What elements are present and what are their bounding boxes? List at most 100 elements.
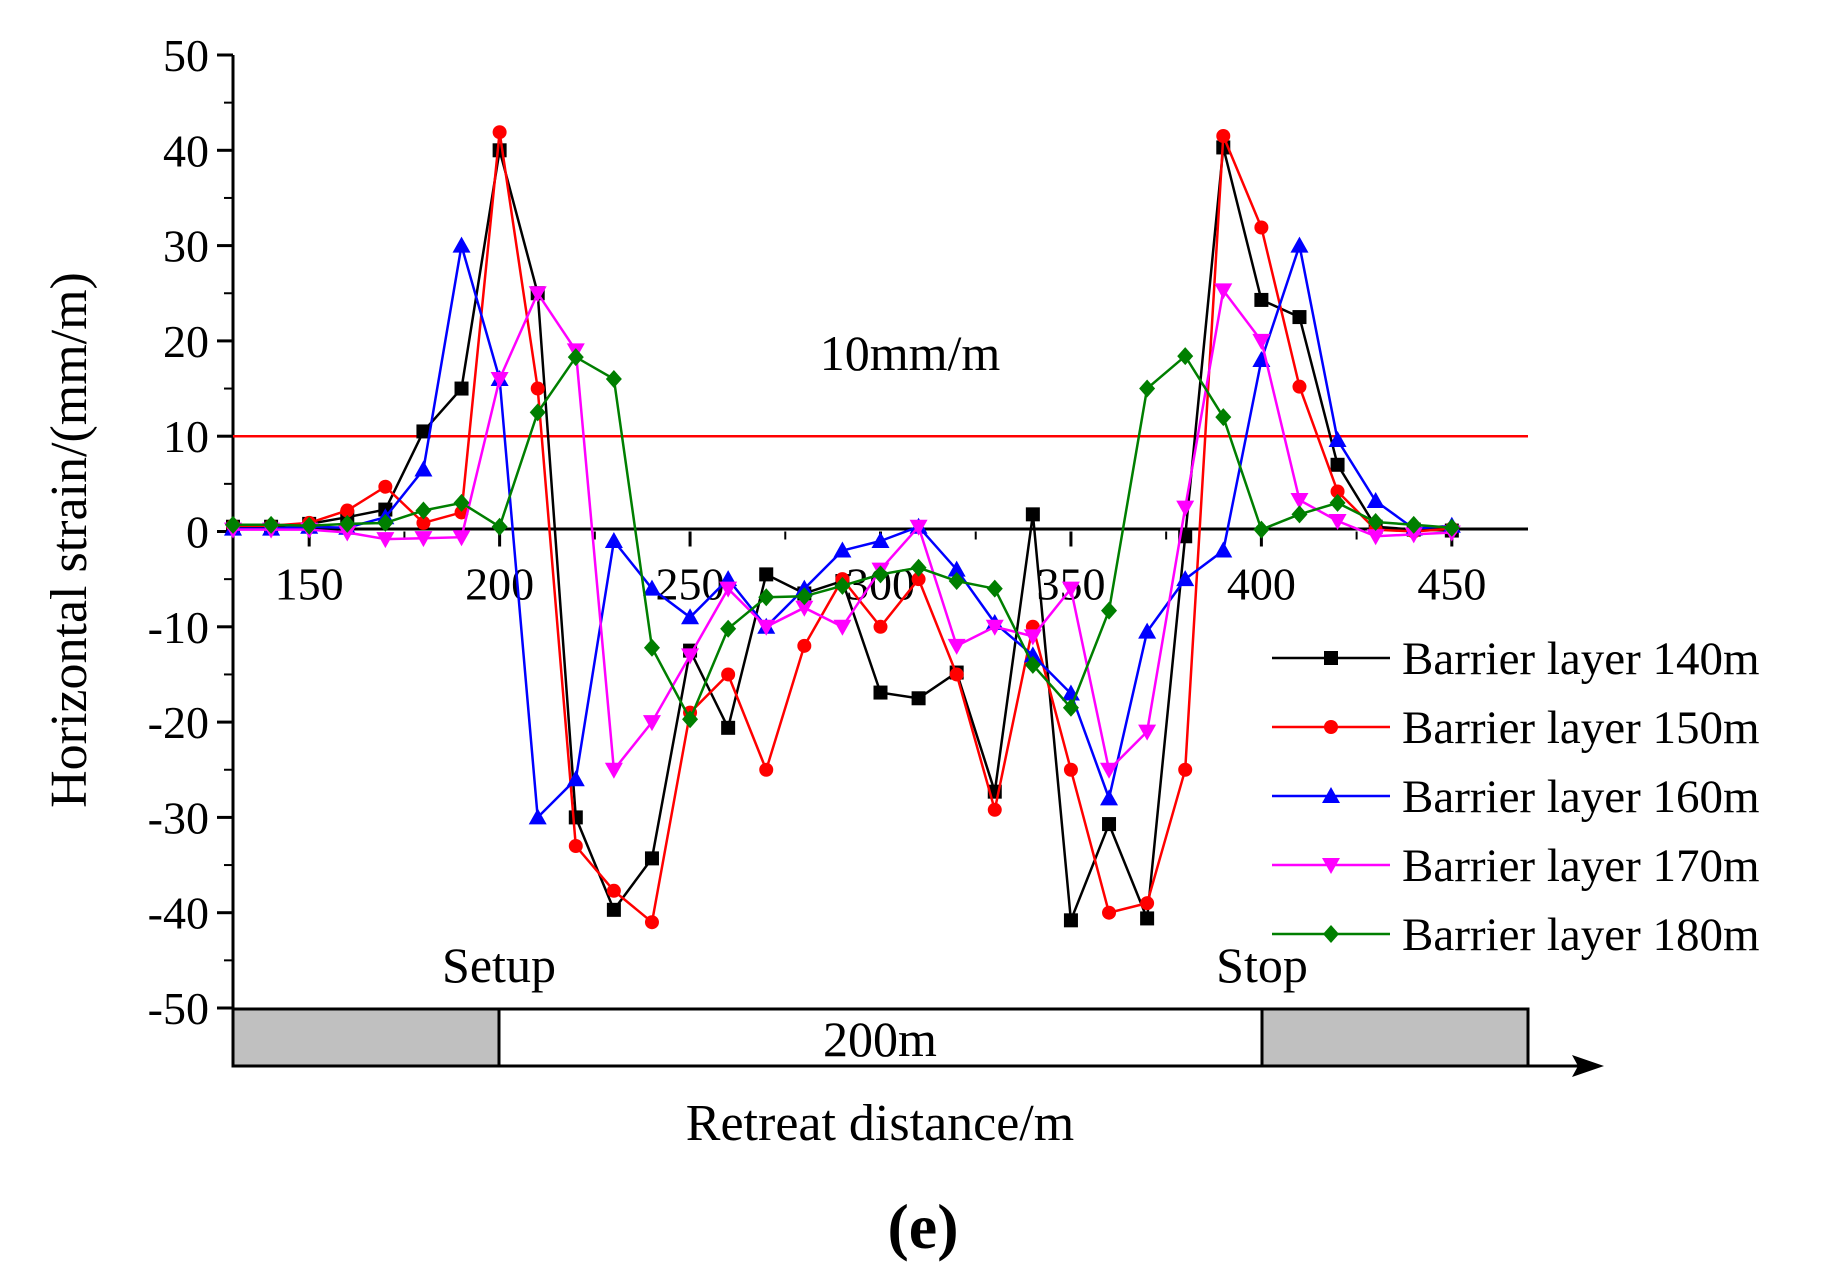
data-point (1254, 292, 1269, 307)
data-point (1291, 505, 1308, 524)
y-tick-label: 20 (163, 316, 209, 367)
data-point (795, 600, 814, 617)
data-point (644, 915, 659, 930)
data-point (338, 525, 357, 542)
data-point (947, 560, 966, 577)
y-ticks: 50 40 30 20 10 0 -10 -20 -30 -40 -50 (148, 30, 233, 1034)
data-point (1367, 512, 1384, 531)
data-point (987, 802, 1002, 817)
data-point (1100, 762, 1119, 779)
data-point (948, 572, 965, 591)
y-tick-label: 50 (163, 30, 209, 81)
legend: Barrier layer 140m Barrier layer 150m Barr… (1272, 633, 1760, 961)
data-point (642, 715, 661, 732)
data-point (1253, 520, 1270, 539)
y-tick-label: 40 (163, 125, 209, 176)
data-point (1178, 762, 1193, 777)
data-point (568, 810, 583, 825)
data-point (947, 638, 966, 655)
data-point (833, 541, 852, 558)
data-point (911, 691, 926, 706)
data-point (1216, 129, 1231, 144)
y-tick-label: -10 (148, 602, 209, 653)
data-point (1025, 507, 1040, 522)
data-point (872, 565, 889, 584)
legend-label: Barrier layer 160m (1402, 771, 1760, 823)
data-point (1063, 762, 1078, 777)
data-point (643, 638, 660, 657)
data-point (530, 381, 545, 396)
legend-label: Barrier layer 140m (1402, 633, 1760, 685)
y-tick-label: 10 (163, 411, 209, 462)
data-point (225, 515, 241, 534)
series-5 (225, 347, 1460, 729)
data-point (452, 236, 471, 253)
legend-item: Barrier layer 150m (1272, 702, 1760, 754)
data-point (529, 403, 546, 422)
data-point (528, 808, 547, 825)
panel-span-block (497, 1007, 1264, 1068)
left-pillar-block (231, 1007, 501, 1068)
data-point (1100, 789, 1119, 806)
legend-label: Barrier layer 180m (1402, 909, 1760, 961)
data-point (681, 648, 700, 665)
x-axis-title: Retreat distance/m (686, 1095, 1074, 1152)
data-point (985, 619, 1004, 636)
data-point (1176, 570, 1195, 587)
data-point (1366, 492, 1385, 509)
data-point (1328, 514, 1347, 531)
data-point (414, 460, 433, 477)
x-tick-label: 450 (1417, 559, 1486, 610)
legend-item: Barrier layer 140m (1272, 633, 1760, 685)
data-point (1140, 896, 1155, 911)
stop-label: Stop (1216, 937, 1308, 993)
legend-item: Barrier layer 170m (1272, 840, 1760, 892)
data-point (1062, 698, 1079, 717)
x-tick-label: 150 (275, 559, 344, 610)
data-point (605, 370, 622, 389)
data-point (1177, 347, 1194, 366)
data-point (339, 514, 356, 533)
threshold-label: 10mm/m (820, 325, 1001, 381)
data-point (757, 619, 776, 636)
data-point (719, 581, 738, 598)
setup-label: Setup (442, 937, 556, 993)
data-point (1405, 515, 1422, 534)
legend-item: Barrier layer 160m (1272, 771, 1760, 823)
right-pillar-block (1260, 1007, 1530, 1068)
data-point (721, 667, 736, 682)
y-tick-label: -40 (148, 888, 209, 939)
x-ticks: 150200250300350400450 (275, 531, 1486, 610)
legend-label: Barrier layer 170m (1402, 840, 1760, 892)
x-tick-label: 250 (656, 559, 725, 610)
data-point (1443, 518, 1460, 537)
data-point (796, 587, 813, 606)
data-point (721, 720, 736, 735)
data-point (1215, 408, 1232, 427)
data-point (415, 501, 432, 520)
data-point (491, 517, 508, 536)
data-point (758, 588, 775, 607)
legend-item: Barrier layer 180m (1272, 909, 1760, 961)
data-point (1290, 236, 1309, 253)
data-point (1061, 581, 1080, 598)
data-point (949, 667, 964, 682)
data-point (1254, 220, 1269, 235)
data-point (301, 516, 318, 535)
data-point (1023, 629, 1042, 646)
data-point (492, 125, 507, 140)
data-point (378, 479, 393, 494)
data-point (492, 143, 507, 158)
data-point (1292, 310, 1307, 325)
legend-marker (1324, 651, 1338, 665)
data-point (377, 513, 394, 532)
data-point (567, 348, 584, 367)
y-axis-title: Horizontal strain/(mm/m) (41, 272, 98, 808)
legend-marker (1324, 720, 1338, 734)
data-point (642, 579, 661, 596)
data-point (911, 572, 926, 587)
y-tick-label: -50 (148, 983, 209, 1034)
legend-label: Barrier layer 150m (1402, 702, 1760, 754)
data-point (566, 770, 585, 787)
